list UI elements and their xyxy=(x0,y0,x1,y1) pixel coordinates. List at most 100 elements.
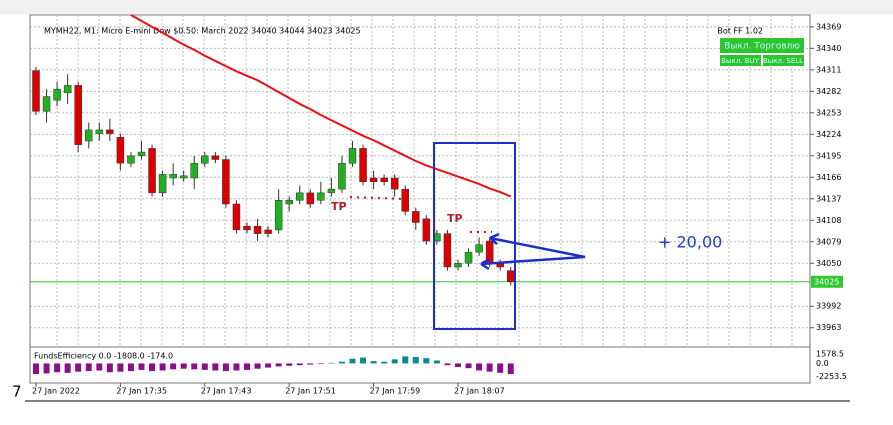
indicator-bar xyxy=(381,361,388,364)
button-label[interactable]: Выкл. Торговлю xyxy=(724,42,800,52)
indicator-bar xyxy=(106,363,113,373)
x-tick-label: 27 Jan 17:43 xyxy=(201,387,252,396)
candle-body xyxy=(63,85,72,94)
candle-body xyxy=(401,188,409,212)
indicator-bar xyxy=(75,363,82,372)
indicator-bar xyxy=(201,363,208,370)
candle-body xyxy=(296,192,304,201)
candle-body xyxy=(190,162,198,179)
indicator-bar xyxy=(54,363,61,373)
y-tick-label: 33963 xyxy=(816,323,841,332)
indicator-bar xyxy=(222,363,229,372)
candle-body xyxy=(127,155,135,164)
button[interactable] xyxy=(720,38,804,53)
button[interactable] xyxy=(763,55,804,66)
candle-body xyxy=(475,244,483,253)
arrow xyxy=(480,232,586,271)
candle-body xyxy=(338,162,346,190)
page-number: 7 xyxy=(12,383,22,401)
candle-body xyxy=(232,203,241,231)
chart-header: MYMH22, M1: Micro E-mini Dow $0.50: Marc… xyxy=(44,27,361,36)
indicator-bar xyxy=(244,363,250,370)
candle-body xyxy=(222,159,230,205)
candle-body xyxy=(369,177,378,182)
candle-body xyxy=(137,151,146,157)
indicator-bar xyxy=(138,363,145,370)
indicator-bar xyxy=(444,363,451,366)
candle-body xyxy=(264,229,272,234)
indicator-bar xyxy=(212,363,219,371)
indicator-bar xyxy=(360,357,367,364)
indicator-bar xyxy=(296,363,303,366)
y-tick-label: 34195 xyxy=(816,151,841,160)
indicator-bar xyxy=(159,363,166,371)
indicator-bar xyxy=(486,363,493,372)
indicator-bar xyxy=(96,363,103,371)
button-label[interactable]: Выкл. SELL xyxy=(763,57,803,65)
candle-body xyxy=(158,174,167,194)
y-tick-label: -2253.5 xyxy=(816,372,847,381)
y-tick-label: 34050 xyxy=(816,259,841,268)
indicator-bar xyxy=(307,363,314,365)
candle-body xyxy=(327,188,336,194)
top-strip xyxy=(0,0,893,14)
candle-body xyxy=(32,70,40,112)
candle-body xyxy=(106,129,114,134)
candle-body xyxy=(116,137,125,164)
annotation: TP xyxy=(447,212,463,225)
indicator-bar xyxy=(286,363,293,366)
indicator-bar xyxy=(402,356,409,364)
button-label[interactable]: Выкл. BUY xyxy=(721,57,759,65)
indicator-bar xyxy=(85,363,92,372)
indicator-bar xyxy=(191,363,198,370)
indicator-bar xyxy=(265,363,272,368)
indicator-bar xyxy=(370,361,377,364)
y-tick-label: 34137 xyxy=(816,194,841,203)
annotation: TP xyxy=(331,200,347,213)
indicator-bar xyxy=(328,362,335,364)
button[interactable] xyxy=(720,55,761,66)
indicator-bar xyxy=(43,363,50,374)
indicator-bar xyxy=(465,363,472,369)
indicator-bar xyxy=(170,363,177,370)
x-tick-label: 27 Jan 18:07 xyxy=(454,387,505,396)
candle-body xyxy=(464,251,473,264)
candle-body xyxy=(201,155,209,164)
last-price-label: 34025 xyxy=(814,277,839,286)
indicator-bar xyxy=(349,358,356,364)
candle-body xyxy=(443,233,452,268)
moving-average xyxy=(130,14,512,198)
candle-body xyxy=(179,175,188,179)
indicator-bar xyxy=(127,363,134,372)
x-tick-label: 27 Jan 17:51 xyxy=(285,387,336,396)
indicator-bar xyxy=(180,363,187,369)
candle-body xyxy=(454,263,462,268)
y-tick-label: 34224 xyxy=(816,130,841,139)
candle-body xyxy=(85,129,93,142)
y-tick-label: 0.0 xyxy=(816,359,829,368)
indicator-bar xyxy=(117,363,124,372)
candle-body xyxy=(390,177,399,190)
candle-body xyxy=(285,200,293,205)
y-tick-label: 34166 xyxy=(816,173,841,182)
indicator-bar xyxy=(338,361,345,364)
x-tick-label: 27 Jan 2022 xyxy=(32,387,80,396)
indicator-bar xyxy=(254,363,261,369)
y-tick-label: 34311 xyxy=(816,65,841,74)
indicator-bar xyxy=(64,363,71,373)
y-tick-label: 34282 xyxy=(816,87,841,96)
indicator-bar xyxy=(233,363,240,371)
indicator-bar xyxy=(497,363,504,373)
y-tick-label: 34108 xyxy=(816,216,841,225)
x-tick-label: 27 Jan 17:59 xyxy=(370,387,421,396)
last-price-box xyxy=(811,275,843,288)
indicator-bar xyxy=(391,359,398,364)
x-tick-label: 27 Jan 17:35 xyxy=(116,387,167,396)
y-tick-label: 34340 xyxy=(816,44,841,53)
candle-body xyxy=(422,218,431,242)
candle-body xyxy=(306,192,315,205)
indicator-bar xyxy=(33,363,39,375)
candle-body xyxy=(53,88,61,101)
candle-body xyxy=(412,211,420,223)
